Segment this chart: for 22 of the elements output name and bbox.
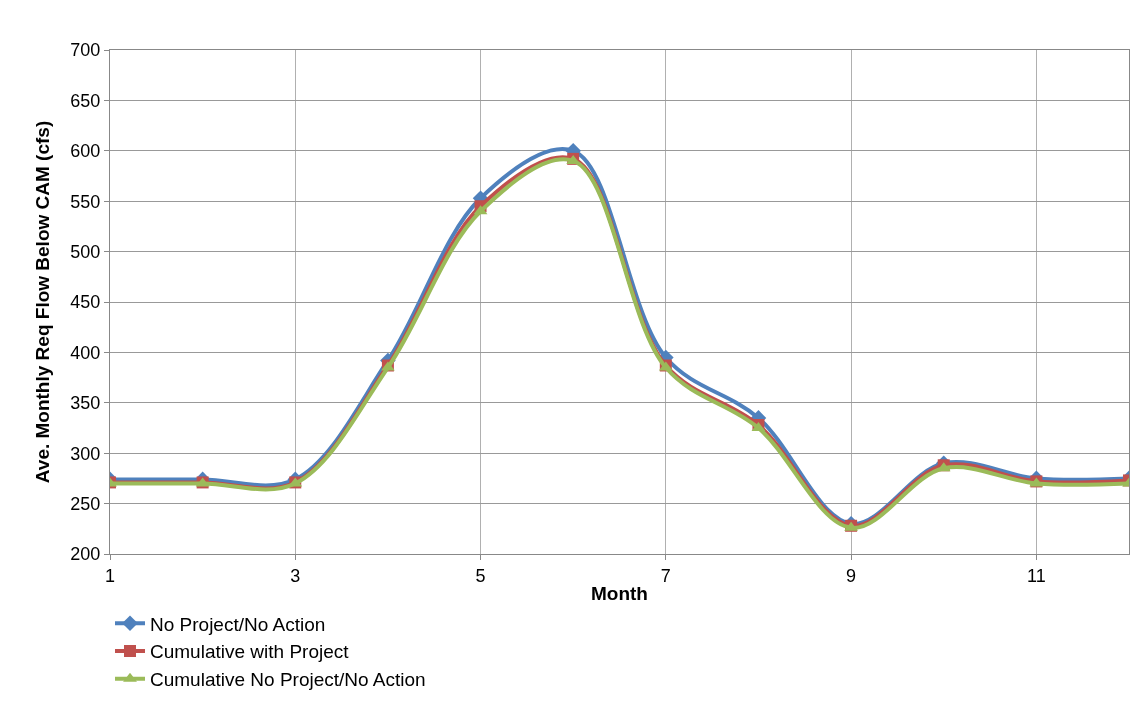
x-axis-title: Month <box>591 583 648 605</box>
y-tick-label: 350 <box>70 393 101 414</box>
y-tick-label: 600 <box>70 141 101 162</box>
y-axis-title: Ave. Monthly Req Flow Below CAM (cfs) <box>32 120 54 484</box>
legend-label: No Project/No Action <box>150 613 326 635</box>
x-tick-label: 7 <box>660 565 671 586</box>
y-tick-label: 400 <box>70 342 101 363</box>
y-tick-label: 250 <box>70 493 101 514</box>
y-tick-label: 700 <box>70 40 101 61</box>
y-tick-label: 650 <box>70 90 101 111</box>
y-tick-label: 500 <box>70 241 101 262</box>
y-tick-label: 450 <box>70 292 101 313</box>
y-tick-label: 550 <box>70 191 101 212</box>
y-tick-label: 300 <box>70 443 101 464</box>
x-tick-label: 5 <box>475 565 486 586</box>
legend-label: Cumulative No Project/No Action <box>150 669 426 691</box>
x-tick-label: 11 <box>1027 565 1046 586</box>
x-tick-label: 9 <box>846 565 857 586</box>
x-tick-label: 3 <box>290 565 301 586</box>
y-tick-label: 200 <box>70 544 101 565</box>
x-tick-label: 1 <box>104 565 116 586</box>
legend-label: Cumulative with Project <box>150 641 350 663</box>
